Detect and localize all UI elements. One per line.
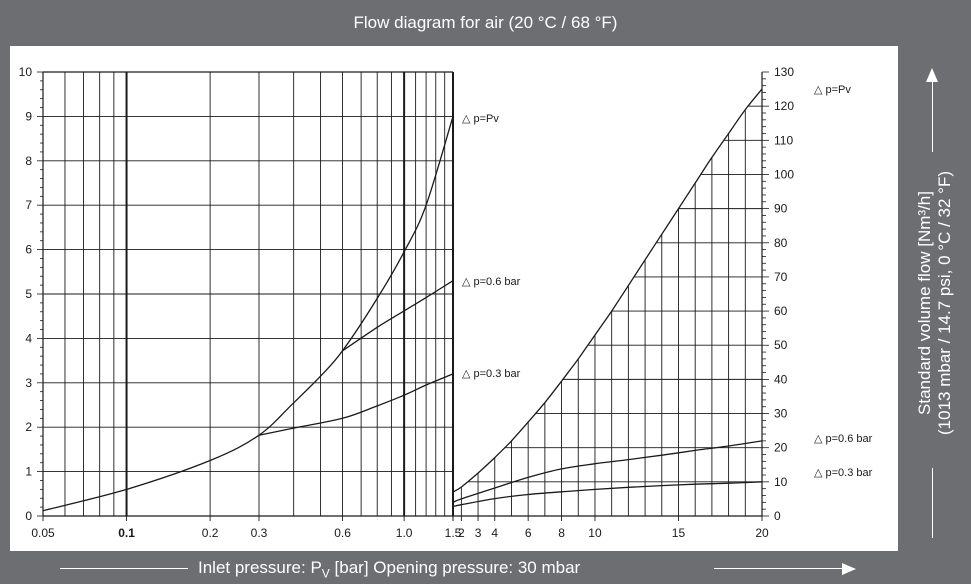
right-y-tick-label: 70 bbox=[774, 270, 788, 284]
right-y-tick-label: 80 bbox=[774, 236, 788, 250]
x-axis-caption: Inlet pressure: PV [bar] Opening pressur… bbox=[0, 553, 971, 584]
right-x-tick-label: 6 bbox=[525, 526, 532, 540]
right-series-label: △ p=0.3 bar bbox=[814, 467, 873, 479]
right-y-tick-label: 100 bbox=[774, 167, 794, 181]
right-x-tick-label: 10 bbox=[588, 526, 602, 540]
left-x-tick-label: 1.0 bbox=[396, 526, 413, 540]
left-y-tick-label: 5 bbox=[25, 287, 32, 301]
right-series-curve-p-pv bbox=[452, 88, 763, 493]
left-y-tick-label: 4 bbox=[25, 331, 32, 345]
right-y-tick-label: 40 bbox=[774, 372, 788, 386]
right-y-tick-label: 60 bbox=[774, 304, 788, 318]
right-y-tick-label: 30 bbox=[774, 407, 788, 421]
x-caption-left-line bbox=[60, 568, 188, 569]
right-y-tick-label: 10 bbox=[774, 475, 788, 489]
left-x-tick-label: 0.2 bbox=[202, 526, 219, 540]
right-y-tick-label: 50 bbox=[774, 338, 788, 352]
left-x-tick-label: 0.3 bbox=[251, 526, 268, 540]
right-y-tick-label: 0 bbox=[774, 509, 781, 523]
left-y-tick-label: 8 bbox=[25, 154, 32, 168]
left-series-label: △ p=Pv bbox=[462, 113, 499, 125]
left-x-tick-label: 0.05 bbox=[31, 526, 55, 540]
left-y-tick-label: 3 bbox=[25, 376, 32, 390]
right-series-label: △ p=0.6 bar bbox=[814, 433, 873, 445]
right-y-tick-label: 130 bbox=[774, 65, 794, 79]
left-y-tick-label: 10 bbox=[19, 65, 33, 79]
right-x-tick-label: 4 bbox=[491, 526, 498, 540]
left-y-tick-label: 2 bbox=[25, 420, 32, 434]
right-series-label: △ p=Pv bbox=[814, 84, 851, 96]
x-axis-title: Inlet pressure: PV [bar] Opening pressur… bbox=[198, 558, 581, 581]
right-y-tick-label: 110 bbox=[774, 133, 793, 147]
right-x-tick-label: 20 bbox=[755, 526, 769, 540]
y-axis-caption: Standard volume flow [Nm³/h] (1013 mbar … bbox=[906, 68, 964, 538]
y-caption-top-line bbox=[932, 82, 933, 152]
left-y-tick-label: 7 bbox=[25, 198, 32, 212]
right-x-tick-label: 8 bbox=[558, 526, 565, 540]
left-series-curve-p-pv bbox=[42, 116, 454, 512]
left-series-label: △ p=0.6 bar bbox=[462, 276, 521, 288]
right-y-tick-label: 120 bbox=[774, 99, 794, 113]
right-x-tick-label: 15 bbox=[672, 526, 686, 540]
left-x-tick-label: 1.5 bbox=[445, 526, 462, 540]
right-x-tick-label: 2 bbox=[458, 526, 465, 540]
left-y-tick-label: 0 bbox=[25, 509, 32, 523]
arrow-up-icon bbox=[926, 68, 938, 82]
y-caption-bottom-line bbox=[932, 468, 933, 538]
left-series-label: △ p=0.3 bar bbox=[462, 368, 521, 380]
chart-title: Flow diagram for air (20 °C / 68 °F) bbox=[353, 13, 618, 32]
x-caption-right-line bbox=[714, 568, 842, 569]
right-x-tick-label: 3 bbox=[475, 526, 482, 540]
right-series-curve-p-0-3-bar bbox=[452, 481, 763, 508]
left-x-tick-label: 0.6 bbox=[334, 526, 351, 540]
arrow-right-icon bbox=[842, 563, 856, 575]
plot-panel: 0 1 2 3 4 5 6 7 8 9 10 0 10 20 30 40 50 60 70 80 90 100 110 120… bbox=[10, 46, 898, 551]
left-series-curve-p-0-6-bar bbox=[342, 280, 454, 352]
right-series-curve-p-0-6-bar bbox=[452, 440, 763, 503]
flow-diagram-plot: 0123456789100102030405060708090100110120… bbox=[19, 65, 873, 540]
left-y-tick-label: 6 bbox=[25, 243, 32, 257]
left-series-curve-p-0-3-bar bbox=[258, 373, 454, 436]
y-axis-title: Standard volume flow [Nm³/h] (1013 mbar … bbox=[915, 171, 954, 435]
left-x-tick-label: 0.1 bbox=[118, 526, 135, 540]
left-y-tick-label: 1 bbox=[25, 465, 32, 479]
right-y-tick-label: 90 bbox=[774, 202, 788, 216]
right-y-tick-label: 20 bbox=[774, 441, 788, 455]
left-y-tick-label: 9 bbox=[25, 109, 32, 123]
